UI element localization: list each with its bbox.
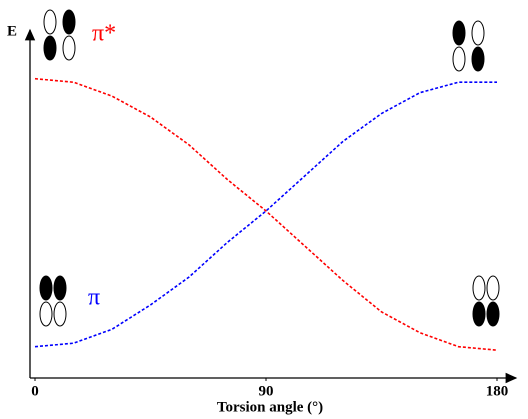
x-tick-label: 0 (31, 383, 39, 399)
x-tick-label: 90 (259, 383, 274, 399)
x-axis-label: Torsion angle (°) (217, 399, 323, 415)
x-tick-label: 180 (486, 383, 509, 399)
orbital-icon (473, 276, 499, 326)
series-label: π (88, 285, 100, 311)
orbital-icon (453, 21, 484, 71)
curve (35, 82, 497, 346)
series-label: π* (92, 21, 116, 47)
y-axis-label: E (7, 23, 17, 39)
orbital-icon (40, 276, 66, 326)
orbital-icon (44, 10, 75, 60)
curve (35, 79, 497, 350)
chart: E Torsion angle (°) 0 90 180 π* π (0, 0, 528, 419)
